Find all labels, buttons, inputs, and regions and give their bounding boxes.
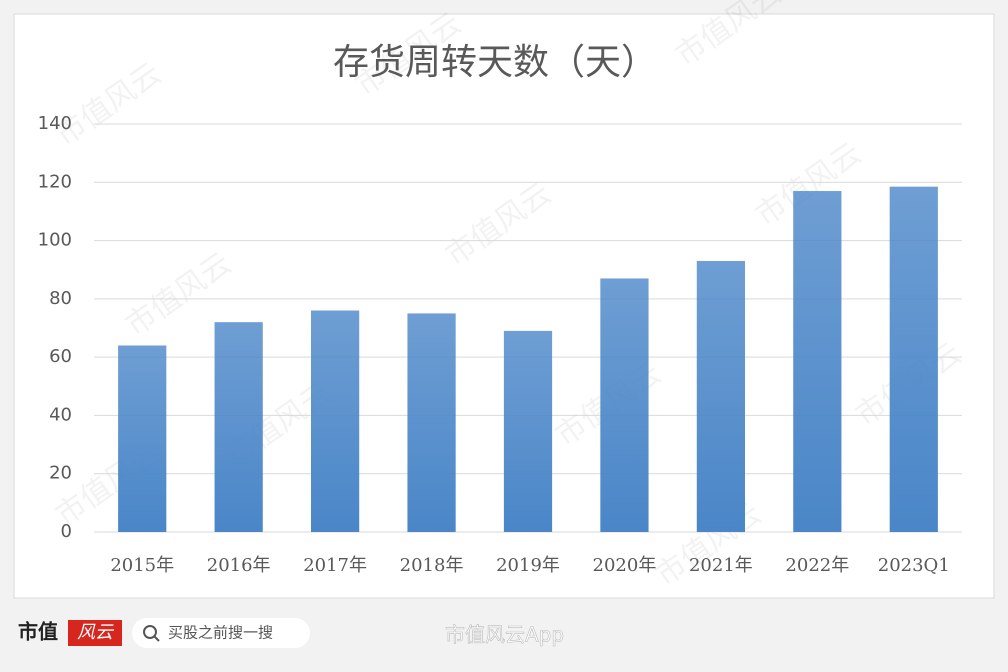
x-tick-label: 2023Q1 bbox=[878, 555, 950, 576]
y-tick-label: 60 bbox=[49, 346, 72, 367]
bar bbox=[407, 313, 456, 532]
x-tick-label: 2018年 bbox=[400, 555, 464, 576]
x-tick-label: 2020年 bbox=[593, 555, 657, 576]
y-tick-label: 80 bbox=[49, 288, 72, 309]
y-tick-label: 0 bbox=[61, 521, 72, 542]
x-tick-label: 2015年 bbox=[110, 555, 174, 576]
x-tick-label: 2017年 bbox=[303, 555, 367, 576]
search-icon bbox=[143, 625, 157, 639]
bar bbox=[600, 278, 649, 532]
y-tick-label: 120 bbox=[38, 171, 72, 192]
x-tick-label: 2019年 bbox=[496, 555, 560, 576]
logo-badge bbox=[68, 620, 122, 646]
x-tick-label: 2022年 bbox=[785, 555, 849, 576]
bar bbox=[503, 330, 553, 532]
x-tick-label: 2016年 bbox=[207, 555, 271, 576]
bar bbox=[696, 260, 745, 532]
search-icon bbox=[153, 635, 160, 642]
x-tick-label: 2021年 bbox=[689, 555, 753, 576]
logo-accent: 风云 bbox=[77, 622, 115, 643]
y-tick-label: 40 bbox=[49, 404, 72, 425]
bar bbox=[214, 322, 263, 532]
y-tick-label: 20 bbox=[49, 463, 72, 484]
chart-title: 存货周转天数（天） bbox=[333, 42, 657, 83]
y-tick-label: 100 bbox=[38, 230, 72, 251]
logo-main: 市值 bbox=[18, 620, 58, 644]
search-text: 买股之前搜一搜 bbox=[168, 624, 273, 642]
bar bbox=[311, 310, 360, 532]
footer: 市值 风云 买股之前搜一搜 市值风云App bbox=[18, 618, 564, 648]
source-watermark: 市值风云App bbox=[445, 623, 564, 647]
search-box[interactable] bbox=[132, 618, 310, 648]
bar bbox=[118, 345, 167, 532]
y-tick-label: 140 bbox=[38, 113, 72, 134]
bar bbox=[889, 186, 938, 532]
bar bbox=[793, 191, 842, 532]
